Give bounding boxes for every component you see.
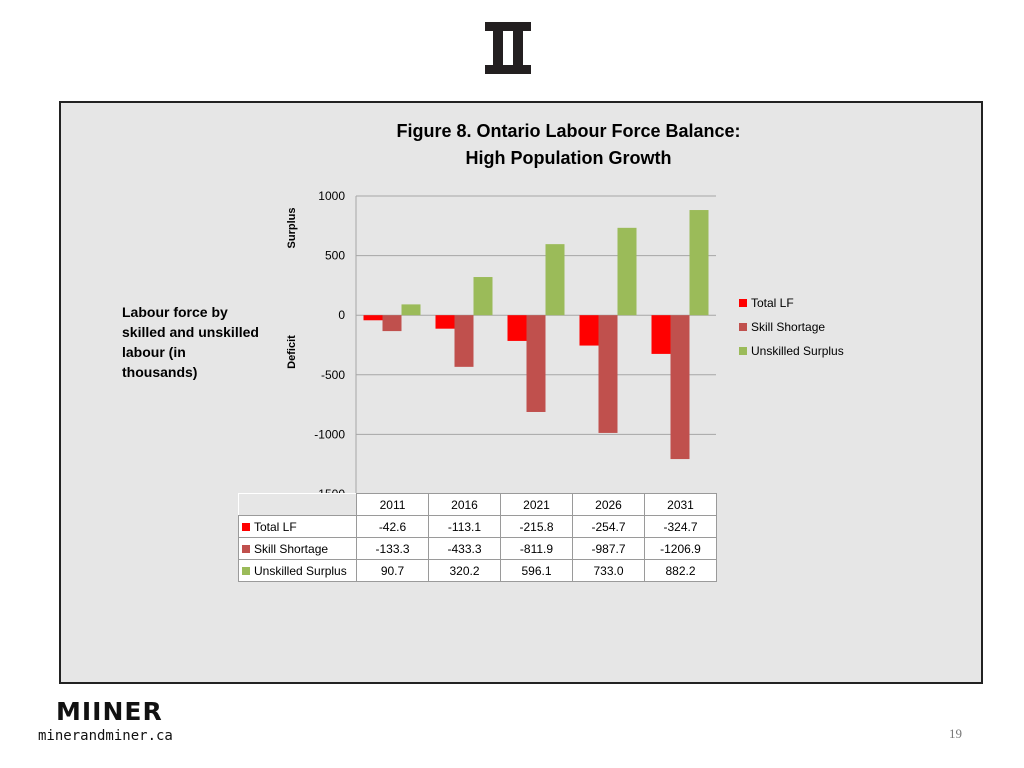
ylabel-deficit: Deficit: [286, 335, 298, 369]
legend-swatch-unskilled-surplus: [739, 347, 747, 355]
table-cell: -324.7: [644, 515, 717, 538]
company-logo-icon: [485, 22, 531, 74]
table-cell: -987.7: [572, 537, 645, 560]
table-cell: -1206.9: [644, 537, 717, 560]
table-header-row: 2011 2016 2021 2026 2031: [238, 493, 717, 516]
bar-total-lf-2031: [651, 315, 671, 354]
chart-panel: Figure 8. Ontario Labour Force Balance: …: [59, 101, 983, 684]
table-col-header: 2031: [644, 493, 717, 516]
bar-unskilled-surplus-2031: [689, 210, 709, 316]
table-swatch-total-lf: [242, 522, 250, 531]
table-cell: 320.2: [428, 559, 501, 582]
data-table: 2011 2016 2021 2026 2031 Total LF -42.6 …: [238, 493, 717, 582]
ylabel-surplus: Surplus: [286, 208, 298, 249]
bar-skill-shortage-2016: [454, 315, 474, 367]
table-col-header: 2016: [428, 493, 501, 516]
bar-total-lf-2011: [363, 315, 383, 321]
table-row: Skill Shortage -133.3 -433.3 -811.9 -987…: [238, 537, 717, 560]
bar-skill-shortage-2031: [670, 315, 690, 460]
legend-label-skill-shortage: Skill Shortage: [751, 320, 826, 334]
chart-title-line2: High Population Growth: [465, 148, 672, 168]
table-swatch-skill-shortage: [242, 544, 250, 553]
table-col-header: 2026: [572, 493, 645, 516]
legend-label-unskilled-surplus: Unskilled Surplus: [751, 344, 844, 358]
table-row-label: Total LF: [254, 519, 297, 534]
table-row-label: Skill Shortage: [254, 541, 329, 556]
y-tick-label: 500: [325, 249, 345, 263]
side-note: Labour force by skilled and unskilled la…: [122, 304, 259, 380]
chart-title-line1: Figure 8. Ontario Labour Force Balance:: [396, 121, 741, 141]
y-tick-label: 0: [338, 308, 345, 322]
table-col-header: 2021: [500, 493, 573, 516]
table-row-label: Unskilled Surplus: [254, 563, 347, 578]
brand-name: MIINER: [56, 697, 163, 726]
table-cell: 882.2: [644, 559, 717, 582]
table-cell: 90.7: [356, 559, 429, 582]
bar-total-lf-2016: [435, 315, 455, 329]
bar-total-lf-2021: [507, 315, 527, 341]
legend-label-total-lf: Total LF: [751, 296, 794, 310]
legend-item-unskilled-surplus: Unskilled Surplus: [739, 339, 844, 363]
table-cell: -811.9: [500, 537, 573, 560]
table-swatch-unskilled-surplus: [242, 566, 250, 575]
legend-item-skill-shortage: Skill Shortage: [739, 315, 844, 339]
table-col-header: 2011: [356, 493, 429, 516]
table-row: Unskilled Surplus 90.7 320.2 596.1 733.0…: [238, 559, 717, 582]
y-tick-label: 1000: [318, 189, 345, 203]
page-number: 19: [949, 726, 962, 741]
y-tick-label: -1000: [314, 427, 345, 441]
legend-swatch-total-lf: [739, 299, 747, 307]
table-row-header: Skill Shortage: [238, 537, 357, 560]
table-corner: [238, 493, 357, 516]
table-cell: -133.3: [356, 537, 429, 560]
table-cell: -42.6: [356, 515, 429, 538]
table-cell: -433.3: [428, 537, 501, 560]
bar-unskilled-surplus-2011: [401, 304, 421, 316]
table-row-header: Unskilled Surplus: [238, 559, 357, 582]
table-row-header: Total LF: [238, 515, 357, 538]
brand-url: minerandminer.ca: [38, 728, 173, 744]
table-cell: -254.7: [572, 515, 645, 538]
bar-unskilled-surplus-2016: [473, 277, 493, 316]
brand-block: MIINER minerandminer.ca: [38, 697, 198, 745]
legend-item-total-lf: Total LF: [739, 291, 844, 315]
bar-unskilled-surplus-2026: [617, 227, 637, 316]
table-cell: 596.1: [500, 559, 573, 582]
table-row: Total LF -42.6 -113.1 -215.8 -254.7 -324…: [238, 515, 717, 538]
bar-unskilled-surplus-2021: [545, 244, 565, 316]
chart-legend: Total LF Skill Shortage Unskilled Surplu…: [739, 291, 844, 363]
bar-total-lf-2026: [579, 315, 599, 346]
y-tick-label: -500: [321, 368, 345, 382]
bar-skill-shortage-2011: [382, 315, 402, 332]
bar-skill-shortage-2026: [598, 315, 618, 433]
table-cell: -215.8: [500, 515, 573, 538]
chart-title: Figure 8. Ontario Labour Force Balance: …: [331, 118, 806, 172]
table-cell: 733.0: [572, 559, 645, 582]
legend-swatch-skill-shortage: [739, 323, 747, 331]
bar-skill-shortage-2021: [526, 315, 546, 412]
table-cell: -113.1: [428, 515, 501, 538]
